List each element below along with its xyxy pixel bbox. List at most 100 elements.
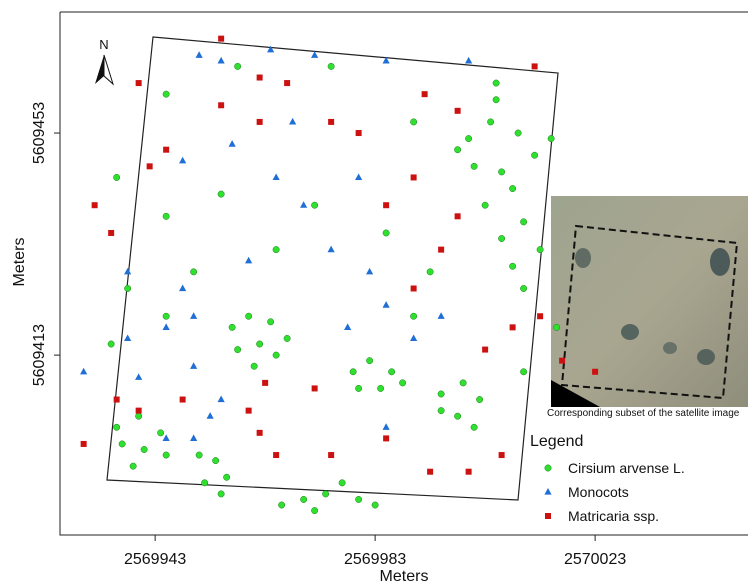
circle-marker xyxy=(130,463,136,469)
square-marker xyxy=(510,324,516,330)
square-marker xyxy=(328,119,334,125)
circle-marker xyxy=(438,391,444,397)
circle-marker xyxy=(284,335,290,341)
circle-marker xyxy=(234,346,240,352)
dark-patch xyxy=(575,248,591,268)
circle-marker xyxy=(498,169,504,175)
square-marker xyxy=(262,380,268,386)
square-marker xyxy=(482,347,488,353)
square-marker xyxy=(273,452,279,458)
square-marker xyxy=(455,108,461,114)
square-marker xyxy=(499,452,505,458)
circle-marker xyxy=(119,441,125,447)
circle-marker xyxy=(355,496,361,502)
circle-marker xyxy=(157,430,163,436)
x-tick-label: 2569983 xyxy=(344,551,406,568)
circle-marker xyxy=(229,324,235,330)
circle-marker xyxy=(163,91,169,97)
triangle-marker xyxy=(80,368,87,375)
circle-marker xyxy=(218,491,224,497)
square-marker xyxy=(92,202,98,208)
circle-marker xyxy=(223,474,229,480)
legend-marker xyxy=(544,488,551,495)
circle-marker xyxy=(256,341,262,347)
square-marker xyxy=(383,202,389,208)
circle-marker xyxy=(251,363,257,369)
circle-marker xyxy=(498,235,504,241)
circle-marker xyxy=(520,219,526,225)
circle-marker xyxy=(141,446,147,452)
north-label: N xyxy=(99,37,108,52)
dark-patch xyxy=(710,248,730,276)
circle-marker xyxy=(135,413,141,419)
square-marker xyxy=(592,369,598,375)
circle-marker xyxy=(190,269,196,275)
square-marker xyxy=(108,230,114,236)
circle-marker xyxy=(245,313,251,319)
circle-marker xyxy=(454,146,460,152)
map-figure: Corresponding subset of the satellite im… xyxy=(0,0,748,585)
circle-marker xyxy=(372,502,378,508)
square-marker xyxy=(136,80,142,86)
square-marker xyxy=(537,313,543,319)
square-marker xyxy=(81,441,87,447)
circle-marker xyxy=(410,119,416,125)
y-tick-label: 5609453 xyxy=(31,102,48,164)
square-marker xyxy=(218,102,224,108)
square-marker xyxy=(427,469,433,475)
circle-marker xyxy=(471,424,477,430)
circle-marker xyxy=(493,80,499,86)
x-tick-label: 2570023 xyxy=(564,551,626,568)
square-marker xyxy=(455,213,461,219)
square-marker xyxy=(218,36,224,42)
square-marker xyxy=(312,385,318,391)
legend-label: Monocots xyxy=(568,484,629,500)
dark-patch xyxy=(697,349,715,365)
circle-marker xyxy=(339,480,345,486)
square-marker xyxy=(147,163,153,169)
circle-marker xyxy=(218,191,224,197)
triangle-marker xyxy=(465,57,472,64)
circle-marker xyxy=(410,313,416,319)
circle-marker xyxy=(509,263,515,269)
y-tick-label: 5609413 xyxy=(31,324,48,386)
circle-marker xyxy=(355,385,361,391)
circle-marker xyxy=(493,97,499,103)
circle-marker xyxy=(163,313,169,319)
legend-label: Cirsium arvense L. xyxy=(568,460,685,476)
circle-marker xyxy=(311,202,317,208)
circle-marker xyxy=(201,480,207,486)
inset: Corresponding subset of the satellite im… xyxy=(547,196,748,419)
circle-marker xyxy=(482,202,488,208)
square-marker xyxy=(180,397,186,403)
circle-marker xyxy=(163,213,169,219)
circle-marker xyxy=(427,269,433,275)
circle-marker xyxy=(471,163,477,169)
square-marker xyxy=(328,452,334,458)
circle-marker xyxy=(553,324,559,330)
circle-marker xyxy=(377,385,383,391)
satellite-image xyxy=(551,196,748,407)
square-marker xyxy=(257,430,263,436)
circle-marker xyxy=(383,230,389,236)
circle-marker xyxy=(273,246,279,252)
field-boundary xyxy=(107,37,558,500)
circle-marker xyxy=(113,424,119,430)
circle-marker xyxy=(311,507,317,513)
circle-marker xyxy=(548,135,554,141)
legend-marker xyxy=(545,513,551,519)
circle-marker xyxy=(278,502,284,508)
north-arrow: N xyxy=(95,37,113,84)
legend-label: Matricaria ssp. xyxy=(568,508,659,524)
square-marker xyxy=(284,80,290,86)
legend-marker xyxy=(545,465,551,471)
circle-marker xyxy=(366,357,372,363)
square-marker xyxy=(422,91,428,97)
circle-marker xyxy=(273,352,279,358)
circle-marker xyxy=(212,457,218,463)
square-marker xyxy=(411,285,417,291)
circle-marker xyxy=(196,452,202,458)
circle-marker xyxy=(399,380,405,386)
square-marker xyxy=(356,130,362,136)
circle-marker xyxy=(476,396,482,402)
